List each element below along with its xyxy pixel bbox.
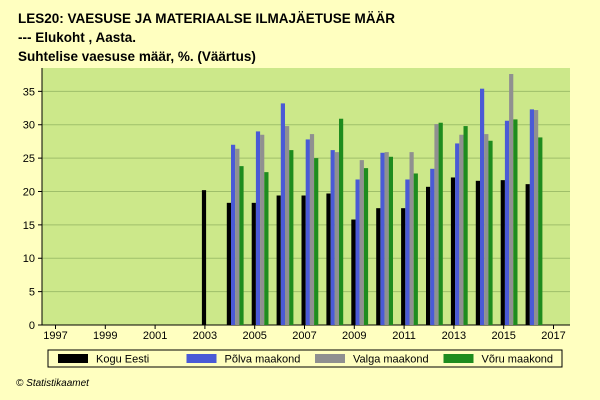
bar <box>276 195 281 325</box>
bar <box>309 134 315 325</box>
legend-label: Valga maakond <box>353 354 429 366</box>
x-tick-label: 2011 <box>392 330 416 342</box>
bar <box>201 190 207 325</box>
bar <box>359 160 364 325</box>
copyright-footer: © Statistikaamet <box>16 378 89 389</box>
bar <box>450 177 456 325</box>
legend-swatch <box>58 354 88 363</box>
bar <box>226 202 231 325</box>
bar <box>251 202 256 325</box>
bar <box>330 150 335 325</box>
bar <box>529 109 534 325</box>
bar <box>525 184 530 325</box>
y-tick-label: 10 <box>23 253 35 265</box>
bar <box>409 152 414 325</box>
bar <box>334 152 339 325</box>
y-tick-label: 25 <box>23 153 35 165</box>
bar <box>480 88 485 325</box>
bar <box>351 219 356 325</box>
bar <box>384 152 389 325</box>
title-line-1: LES20: VAESUSE JA MATERIAALSE ILMAJÄETUS… <box>18 11 396 26</box>
bar <box>534 110 539 326</box>
bar <box>405 179 410 325</box>
x-tick-label: 2007 <box>292 330 316 342</box>
bar <box>314 158 319 325</box>
bar <box>255 131 261 325</box>
bar <box>475 180 480 325</box>
x-tick-label: 2005 <box>242 330 266 342</box>
bar <box>376 208 381 325</box>
bar <box>231 144 236 325</box>
bar <box>488 140 493 325</box>
bar <box>500 180 505 325</box>
bar <box>484 134 489 325</box>
bar <box>235 148 240 325</box>
y-tick-label: 0 <box>29 320 35 332</box>
bar <box>401 208 406 325</box>
y-tick-label: 35 <box>23 86 35 98</box>
legend-box <box>47 349 563 368</box>
bar <box>280 103 285 326</box>
legend-label: Põlva maakond <box>225 354 301 366</box>
title-line-3: Suhtelise vaesuse määr, %. (Väärtus) <box>18 49 256 64</box>
bar <box>264 172 269 325</box>
x-tick-label: 2009 <box>342 330 366 342</box>
bar <box>388 156 393 325</box>
legend-label: Kogu Eesti <box>96 354 149 366</box>
bar <box>538 137 543 325</box>
bar <box>305 139 310 325</box>
y-tick-label: 30 <box>23 120 35 132</box>
legend-swatch <box>443 354 474 363</box>
x-tick-label: 2003 <box>193 330 217 342</box>
bar <box>513 119 518 326</box>
y-tick-label: 15 <box>23 220 35 232</box>
bar <box>380 152 385 325</box>
bar <box>339 118 344 325</box>
bar <box>434 124 439 325</box>
bar <box>438 122 443 325</box>
bar <box>430 168 435 325</box>
bar <box>463 126 468 326</box>
bar <box>509 74 514 326</box>
bar <box>413 173 418 325</box>
x-tick-label: 2015 <box>491 330 515 342</box>
bar <box>326 193 331 325</box>
bar <box>239 166 244 325</box>
bar <box>260 134 265 325</box>
bar <box>455 143 460 325</box>
bar <box>289 150 294 325</box>
bar <box>355 179 360 325</box>
x-tick-label: 2017 <box>541 330 565 342</box>
bar <box>363 168 369 325</box>
bar <box>301 195 306 325</box>
x-tick-label: 1997 <box>43 330 67 342</box>
bar <box>459 134 464 325</box>
bar <box>285 126 290 326</box>
bar <box>426 186 431 325</box>
x-tick-label: 2001 <box>143 330 167 342</box>
legend-swatch <box>315 354 345 363</box>
title-line-2: --- Elukoht , Aasta. <box>18 30 137 45</box>
legend-label: Võru maakond <box>482 354 554 366</box>
y-tick-label: 5 <box>29 287 35 299</box>
x-tick-label: 1999 <box>93 330 117 342</box>
legend-swatch <box>186 354 217 363</box>
y-tick-label: 20 <box>23 186 35 198</box>
bar <box>504 120 510 325</box>
chart-title: LES20: VAESUSE JA MATERIAALSE ILMAJÄETUS… <box>18 9 395 66</box>
x-tick-label: 2013 <box>442 330 466 342</box>
